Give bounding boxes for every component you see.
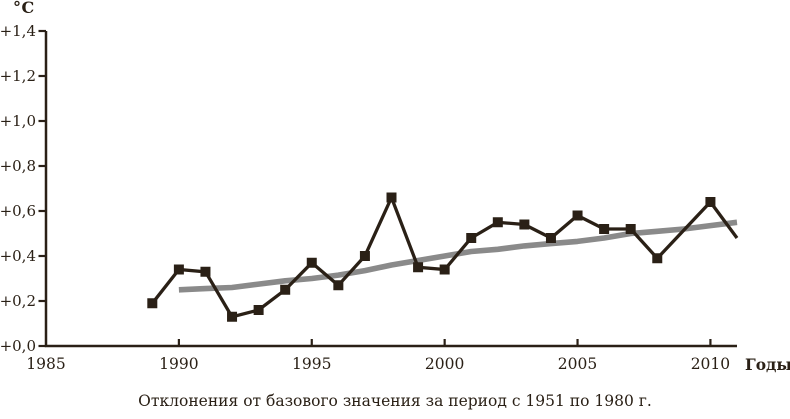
- x-tick-label: 2010: [691, 355, 730, 373]
- data-point-marker: [280, 284, 291, 295]
- data-point-marker: [625, 224, 636, 234]
- data-point-marker: [147, 298, 158, 309]
- x-tick-label: 1990: [159, 355, 198, 373]
- data-point-marker: [599, 224, 610, 234]
- y-tick-label: +0,6: [0, 202, 36, 220]
- data-point-marker: [519, 219, 530, 230]
- data-point-marker: [227, 311, 238, 322]
- y-tick-label: +0,2: [0, 292, 36, 310]
- y-tick-label: +0,4: [0, 247, 36, 265]
- data-point-marker: [652, 253, 663, 264]
- data-point-marker: [333, 280, 344, 291]
- x-tick-label: 2000: [425, 355, 464, 373]
- data-point-marker: [200, 266, 211, 277]
- data-point-marker: [466, 233, 477, 243]
- data-point-marker: [386, 192, 397, 203]
- annual-anomaly-line: [151, 193, 739, 319]
- y-tick-label: +0,0: [0, 337, 36, 355]
- x-axis-title: Годы: [745, 355, 790, 374]
- data-point-marker: [359, 251, 370, 261]
- data-point-marker: [173, 264, 184, 275]
- data-point-marker: [705, 197, 716, 207]
- y-tick-label: +1,2: [0, 67, 36, 85]
- x-tick-label: 2005: [558, 355, 597, 373]
- data-point-marker: [439, 264, 450, 275]
- data-point-marker: [413, 262, 424, 273]
- chart-caption: Отклонения от базового значения за перио…: [138, 392, 652, 410]
- y-axis-unit-label: °C: [13, 0, 35, 17]
- y-tick-label: +0,8: [0, 157, 36, 175]
- x-tick-label: 1985: [26, 355, 65, 373]
- data-point-marker: [253, 305, 264, 315]
- y-tick-label: +1,0: [0, 112, 36, 130]
- data-point-marker: [306, 257, 317, 268]
- x-tick-label: 1995: [292, 355, 331, 373]
- data-point-marker: [572, 210, 583, 221]
- data-point-marker: [492, 217, 503, 228]
- chart-plot-area: +0,0 +0,2 +0,4 +0,6 +0,8 +1,0 +1,2 +1,4 1985 1990…: [0, 22, 739, 373]
- data-point-marker: [545, 233, 556, 243]
- y-tick-label: +1,4: [0, 22, 36, 40]
